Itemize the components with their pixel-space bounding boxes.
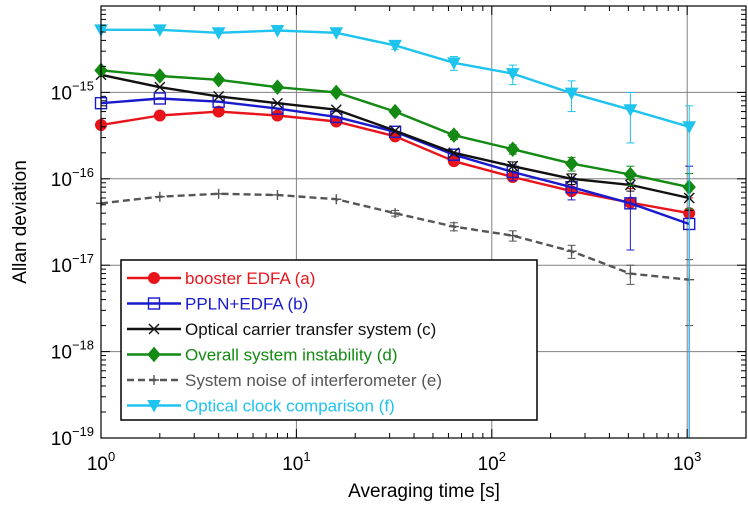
legend-box (120, 259, 538, 421)
data-point (270, 79, 285, 95)
data-point (329, 27, 344, 40)
data-point (154, 81, 166, 93)
legend-marker (147, 297, 161, 310)
data-point (388, 39, 402, 53)
y-tick-label: 10−18 (51, 338, 94, 364)
data-point (213, 188, 224, 199)
y-tick-label: 10−17 (51, 251, 94, 277)
data-point (270, 25, 285, 38)
data-point (212, 105, 225, 118)
data-point (682, 121, 697, 134)
data-point (211, 27, 226, 40)
data-point (448, 221, 459, 232)
legend-entry: Overall system instability (d) (127, 346, 398, 365)
series-line (100, 192, 690, 281)
data-point (153, 68, 167, 84)
data-point (448, 147, 460, 159)
x-tick-label: 101 (282, 449, 310, 475)
legend-entry: booster EDFA (a) (127, 269, 315, 288)
data-point (271, 97, 283, 109)
data-point (566, 246, 577, 257)
legend-marker (147, 346, 161, 363)
data-point (153, 109, 166, 122)
legend-entry: System noise of interferometer (e) (127, 371, 442, 390)
x-tick-label: 100 (87, 449, 115, 475)
legend-label: PPLN+EDFA (b) (185, 295, 308, 314)
data-point (271, 109, 284, 122)
data-point (506, 141, 520, 157)
data-point (153, 92, 167, 105)
data-point (564, 155, 579, 172)
y-tick-label: 10−19 (51, 424, 94, 450)
data-point (211, 72, 226, 88)
data-point (390, 208, 401, 219)
y-tick-label: 10−16 (51, 165, 94, 191)
legend-label: Optical carrier transfer system (c) (185, 320, 436, 339)
legend-marker (148, 323, 160, 335)
data-point (388, 103, 402, 120)
series-f (94, 24, 697, 439)
data-point (330, 110, 343, 124)
data-point (566, 173, 578, 185)
legend-marker (148, 272, 160, 284)
series-d (94, 62, 696, 210)
data-point (625, 268, 636, 279)
legend-entry: Optical clock comparison (f) (127, 397, 395, 416)
y-axis-label: Allan deviation (10, 160, 31, 284)
data-point (329, 84, 343, 101)
axis-ticks: 100 101 102 103 10−15 10−16 10−17 10−18 10−19 (51, 6, 747, 475)
data-point (507, 160, 519, 172)
legend-entry: Optical carrier transfer system (c) (127, 320, 436, 339)
legend-label: System noise of interferometer (e) (185, 371, 442, 390)
series-c (95, 69, 695, 211)
legend-label: Optical clock comparison (f) (185, 397, 395, 416)
data-point (623, 166, 638, 183)
x-axis-label: Averaging time [s] (348, 481, 500, 502)
data-point (505, 68, 520, 81)
legend-label: booster EDFA (a) (185, 269, 315, 288)
data-point (272, 189, 283, 200)
data-point (154, 191, 165, 202)
legend-marker (147, 400, 161, 413)
data-point (330, 104, 342, 116)
data-point (447, 127, 461, 143)
data-point (507, 230, 518, 241)
legend: booster EDFA (a) PPLN+EDFA (b) Optical car… (120, 259, 538, 421)
series-e (96, 188, 695, 327)
legend-label: Overall system instability (d) (185, 346, 398, 365)
data-point (389, 125, 401, 137)
x-tick-label: 103 (673, 449, 701, 475)
series-layer (94, 24, 697, 439)
data-point (331, 194, 342, 205)
x-tick-label: 102 (478, 449, 506, 475)
data-point (564, 87, 579, 101)
data-point (152, 24, 167, 37)
legend-entry: PPLN+EDFA (b) (127, 295, 308, 314)
y-tick-label: 10−15 (51, 78, 94, 104)
data-point (447, 57, 461, 70)
data-point (623, 104, 638, 117)
plot-frame (100, 5, 747, 439)
data-point (213, 90, 225, 102)
data-point (624, 197, 637, 210)
legend-marker (149, 375, 159, 385)
